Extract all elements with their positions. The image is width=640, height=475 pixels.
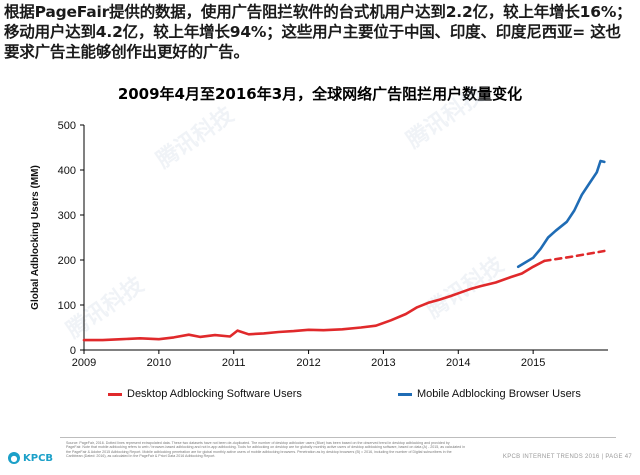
series-line-desktop-projection [543, 249, 606, 263]
legend-swatch-mobile [398, 392, 412, 396]
y-tick-label: 500 [58, 120, 76, 132]
y-axis-label: Global Adblocking Users (MM) [30, 165, 41, 310]
y-tick-label: 200 [58, 255, 76, 267]
headline-text: 根据PageFair提供的数据，使用广告阻拦软件的台式机用户达到2.2亿，较上年… [4, 3, 632, 61]
source-footnote: Source: PageFair, 2016. Dotted lines rep… [66, 441, 466, 459]
legend-item-desktop: Desktop Adblocking Software Users [108, 388, 302, 400]
y-tick-label: 300 [58, 210, 76, 222]
footer-divider [60, 437, 616, 438]
legend-label-desktop: Desktop Adblocking Software Users [127, 388, 302, 400]
series-line-mobile-adblocking-browser-users [516, 159, 606, 269]
x-tick-label: 2012 [296, 357, 320, 369]
page-footer: KPCB INTERNET TRENDS 2016 | PAGE 47 [502, 454, 632, 460]
y-tick-label: 100 [58, 300, 76, 312]
x-tick-label: 2015 [521, 357, 545, 369]
x-tick-label: 2009 [72, 357, 96, 369]
kpcb-logo-text: KPCB [23, 452, 54, 464]
x-tick-label: 2014 [446, 357, 470, 369]
y-tick-label: 0 [70, 345, 76, 357]
chart-title: 2009年4月至2016年3月，全球网络广告阻拦用户数量变化 [117, 85, 523, 103]
legend-item-mobile: Mobile Adblocking Browser Users [398, 388, 581, 400]
kpcb-logo: ● KPCB [8, 452, 53, 464]
legend-label-mobile: Mobile Adblocking Browser Users [417, 388, 581, 400]
kpcb-logo-icon: ● [8, 452, 20, 464]
chart-legend: Desktop Adblocking Software Users Mobile… [0, 388, 640, 406]
series-line-desktop-adblocking-software-users [82, 259, 546, 342]
y-tick-label: 400 [58, 165, 76, 177]
legend-swatch-desktop [108, 392, 122, 396]
x-tick-label: 2010 [147, 357, 171, 369]
x-tick-label: 2013 [371, 357, 395, 369]
x-tick-label: 2011 [222, 357, 246, 369]
